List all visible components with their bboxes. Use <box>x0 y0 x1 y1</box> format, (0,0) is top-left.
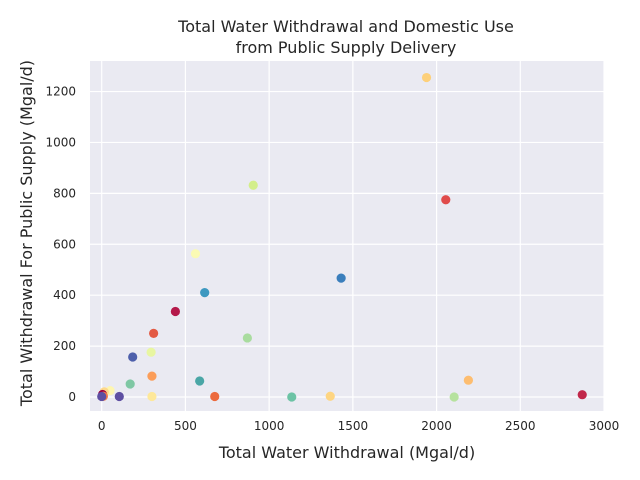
y-tick-label: 0 <box>68 390 76 404</box>
y-tick-label: 600 <box>53 237 76 251</box>
x-tick-label: 2500 <box>505 419 536 433</box>
chart-title-line2: from Public Supply Delivery <box>236 38 457 57</box>
chart-title-line1: Total Water Withdrawal and Domestic Use <box>177 17 514 36</box>
data-point <box>147 391 157 402</box>
data-point <box>441 195 451 205</box>
data-point <box>577 390 587 400</box>
y-tick-label: 400 <box>53 288 76 302</box>
x-tick-labels: 0 500 1000 1500 2000 2500 3000 <box>98 419 619 433</box>
x-axis-label: Total Water Withdrawal (Mgal/d) <box>218 443 475 462</box>
data-point <box>287 392 297 402</box>
data-point <box>336 273 346 283</box>
data-point <box>97 391 107 402</box>
y-tick-label: 200 <box>53 339 76 353</box>
x-tick-label: 0 <box>98 419 106 433</box>
data-point <box>190 249 201 259</box>
x-tick-label: 2000 <box>421 419 452 433</box>
data-point <box>210 391 220 402</box>
y-axis-label: Total Withdrawal For Public Supply (Mgal… <box>17 60 36 407</box>
plot-area <box>90 61 604 411</box>
y-tick-label: 800 <box>53 186 76 200</box>
x-tick-label: 1500 <box>338 419 369 433</box>
data-point <box>325 391 335 401</box>
data-point <box>248 180 258 190</box>
data-point <box>149 328 159 338</box>
data-point <box>146 347 156 357</box>
data-points <box>97 72 587 402</box>
x-tick-label: 500 <box>174 419 197 433</box>
x-tick-label: 3000 <box>589 419 620 433</box>
data-point <box>147 371 157 381</box>
data-point <box>200 288 210 298</box>
data-point <box>242 333 252 343</box>
y-tick-labels: 0 200 400 600 800 1000 1200 <box>45 85 76 404</box>
data-point <box>170 306 180 317</box>
data-point <box>114 391 124 402</box>
data-point <box>125 379 135 389</box>
data-point <box>421 72 432 83</box>
grid <box>90 61 605 411</box>
y-tick-label: 1000 <box>45 135 76 149</box>
data-point <box>128 352 138 362</box>
y-tick-label: 1200 <box>45 85 76 99</box>
data-point <box>449 392 459 402</box>
x-tick-label: 1000 <box>254 419 285 433</box>
data-point <box>463 375 473 385</box>
data-point <box>195 376 205 386</box>
